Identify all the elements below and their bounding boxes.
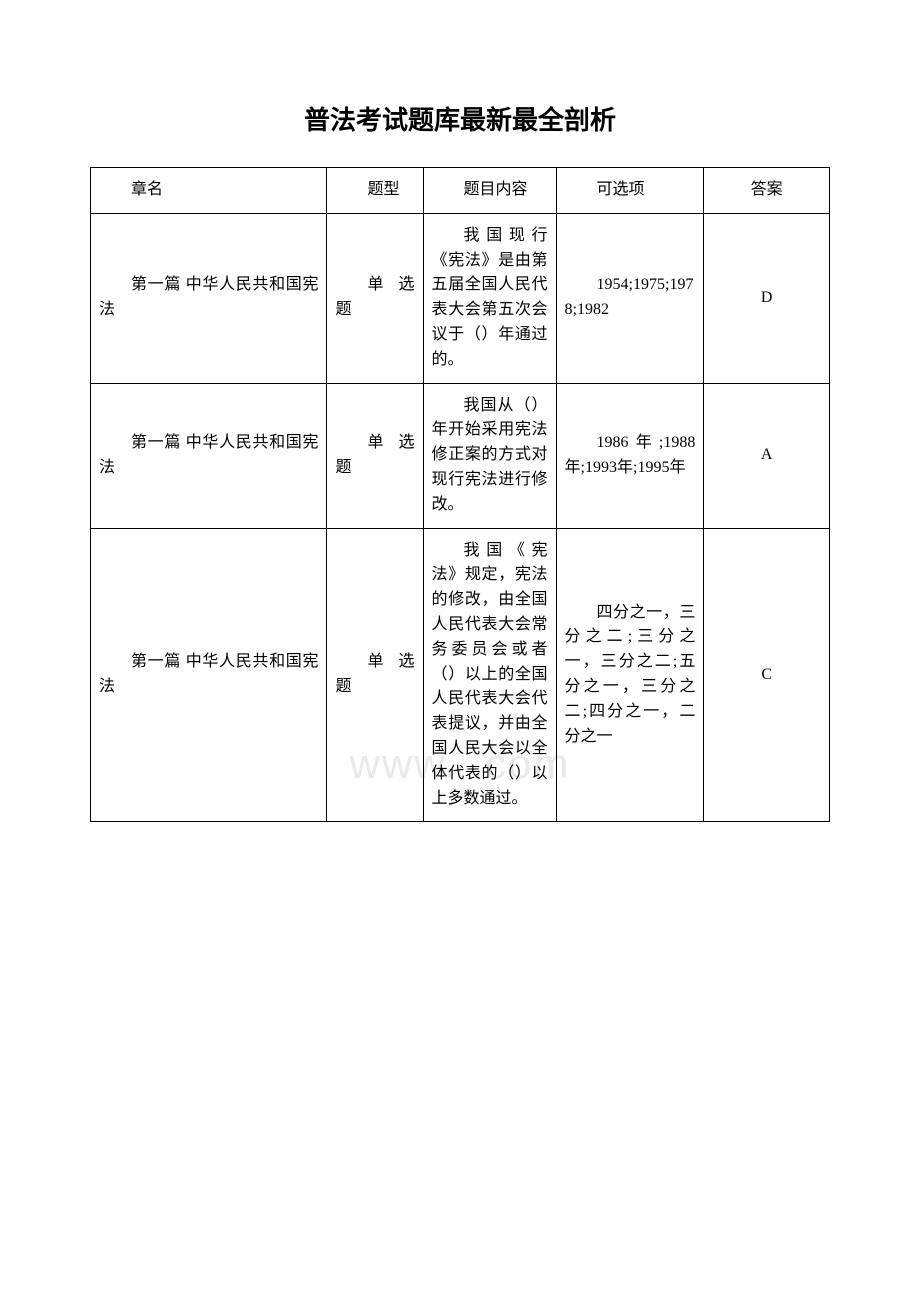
cell-type: 单选题 <box>327 528 423 822</box>
cell-type: 单选题 <box>327 213 423 383</box>
col-header-chapter: 章名 <box>91 168 327 214</box>
cell-chapter: 第一篇 中华人民共和国宪法 <box>91 528 327 822</box>
page-title: 普法考试题库最新最全剖析 <box>90 100 830 137</box>
table-row: 第一篇 中华人民共和国宪法 单选题 我国《宪法》规定，宪法的修改，由全国人民代表… <box>91 528 830 822</box>
cell-question: 我国《宪法》规定，宪法的修改，由全国人民代表大会常务委员会或者（）以上的全国人民… <box>423 528 556 822</box>
cell-options: 1986年;1988年;1993年;1995年 <box>556 383 704 528</box>
cell-question: 我国现行《宪法》是由第五届全国人民代表大会第五次会议于（）年通过的。 <box>423 213 556 383</box>
table-row: 第一篇 中华人民共和国宪法 单选题 我国现行《宪法》是由第五届全国人民代表大会第… <box>91 213 830 383</box>
col-header-options: 可选项 <box>556 168 704 214</box>
cell-answer: C <box>704 528 830 822</box>
question-bank-table: 章名 题型 题目内容 可选项 答案 第一篇 中华人民共和国宪法 单选题 我国现行… <box>90 167 830 822</box>
cell-answer: A <box>704 383 830 528</box>
table-row: 第一篇 中华人民共和国宪法 单选题 我国从（）年开始采用宪法修正案的方式对现行宪… <box>91 383 830 528</box>
col-header-question: 题目内容 <box>423 168 556 214</box>
cell-options: 四分之一，三分之二;三分之一，三分之二;五分之一，三分之二;四分之一，二分之一 <box>556 528 704 822</box>
cell-question: 我国从（）年开始采用宪法修正案的方式对现行宪法进行修改。 <box>423 383 556 528</box>
cell-answer: D <box>704 213 830 383</box>
cell-type: 单选题 <box>327 383 423 528</box>
table-header-row: 章名 题型 题目内容 可选项 答案 <box>91 168 830 214</box>
cell-options: 1954;1975;1978;1982 <box>556 213 704 383</box>
col-header-answer: 答案 <box>704 168 830 214</box>
cell-chapter: 第一篇 中华人民共和国宪法 <box>91 213 327 383</box>
cell-chapter: 第一篇 中华人民共和国宪法 <box>91 383 327 528</box>
col-header-type: 题型 <box>327 168 423 214</box>
